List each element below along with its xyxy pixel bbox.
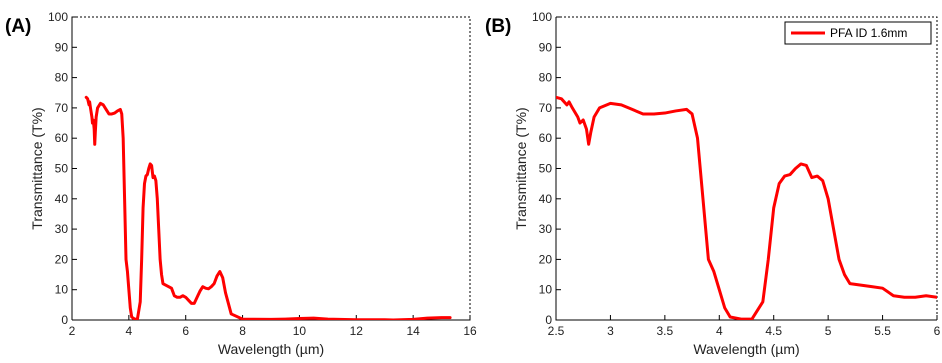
y-axis-label: Transmittance (T%) xyxy=(29,107,45,229)
y-tick-label: 90 xyxy=(55,40,69,54)
x-tick-label: 16 xyxy=(463,324,477,338)
x-tick-label: 2 xyxy=(69,324,76,338)
y-tick-label: 20 xyxy=(55,252,69,266)
legend-box xyxy=(784,21,932,45)
x-tick-label: 5 xyxy=(825,324,832,338)
chart-panel-b: 0 10 20 30 40 50 60 70 80 90 100 2.5 3 3.5 4 4.5 5 5.5 6 Wa… xyxy=(513,10,941,357)
y-tick-label: 20 xyxy=(539,252,553,266)
y-tick-label: 90 xyxy=(539,40,553,54)
y-tick-label: 80 xyxy=(539,71,553,85)
y-tick-label: 30 xyxy=(539,222,553,236)
y-tick-label: 40 xyxy=(539,192,553,206)
y-tick-label: 60 xyxy=(55,131,69,145)
legend-label: PFA ID 1.6mm xyxy=(830,26,907,40)
y-tick-label: 100 xyxy=(48,10,68,24)
legend: PFA ID 1.6mm xyxy=(784,21,932,45)
y-tick-label: 70 xyxy=(539,101,553,115)
panel-a-label: (A) xyxy=(5,16,31,37)
x-tick-label: 3 xyxy=(607,324,614,338)
x-tick-label: 6 xyxy=(934,324,941,338)
x-tick-label: 8 xyxy=(239,324,246,338)
transmittance-series-line xyxy=(556,95,937,320)
y-tick-label: 50 xyxy=(55,162,69,176)
chart-panel-a: 0 10 20 30 40 50 60 70 80 90 100 2 4 6 8 10 12 14 16 Wavele… xyxy=(29,10,477,357)
y-tick-label: 30 xyxy=(55,222,69,236)
x-tick-label: 10 xyxy=(293,324,307,338)
transmittance-series-line xyxy=(84,95,452,320)
y-tick-label: 60 xyxy=(539,131,553,145)
y-axis-label: Transmittance (T%) xyxy=(513,107,529,229)
y-tick-label: 10 xyxy=(539,283,553,297)
x-tick-label: 14 xyxy=(406,324,420,338)
plot-frame xyxy=(555,16,938,321)
panel-b-label: (B) xyxy=(485,16,511,37)
y-tick-label: 10 xyxy=(55,283,69,297)
x-tick-label: 4 xyxy=(126,324,133,338)
y-tick-label: 0 xyxy=(61,313,68,327)
y-tick-label: 40 xyxy=(55,192,69,206)
x-tick-label: 5.5 xyxy=(874,324,891,338)
x-axis-label: Wavelength (µm) xyxy=(693,341,799,357)
plot-frame xyxy=(71,16,471,321)
x-tick-label: 6 xyxy=(182,324,189,338)
y-tick-label: 70 xyxy=(55,101,69,115)
y-tick-label: 80 xyxy=(55,71,69,85)
x-tick-label: 2.5 xyxy=(548,324,565,338)
x-axis-label: Wavelength (µm) xyxy=(218,341,324,357)
x-tick-label: 4 xyxy=(716,324,723,338)
y-tick-label: 50 xyxy=(539,162,553,176)
x-tick-label: 12 xyxy=(350,324,364,338)
y-tick-label: 100 xyxy=(532,10,552,24)
x-tick-label: 3.5 xyxy=(657,324,674,338)
x-tick-label: 4.5 xyxy=(765,324,782,338)
y-tick-label: 0 xyxy=(545,313,552,327)
